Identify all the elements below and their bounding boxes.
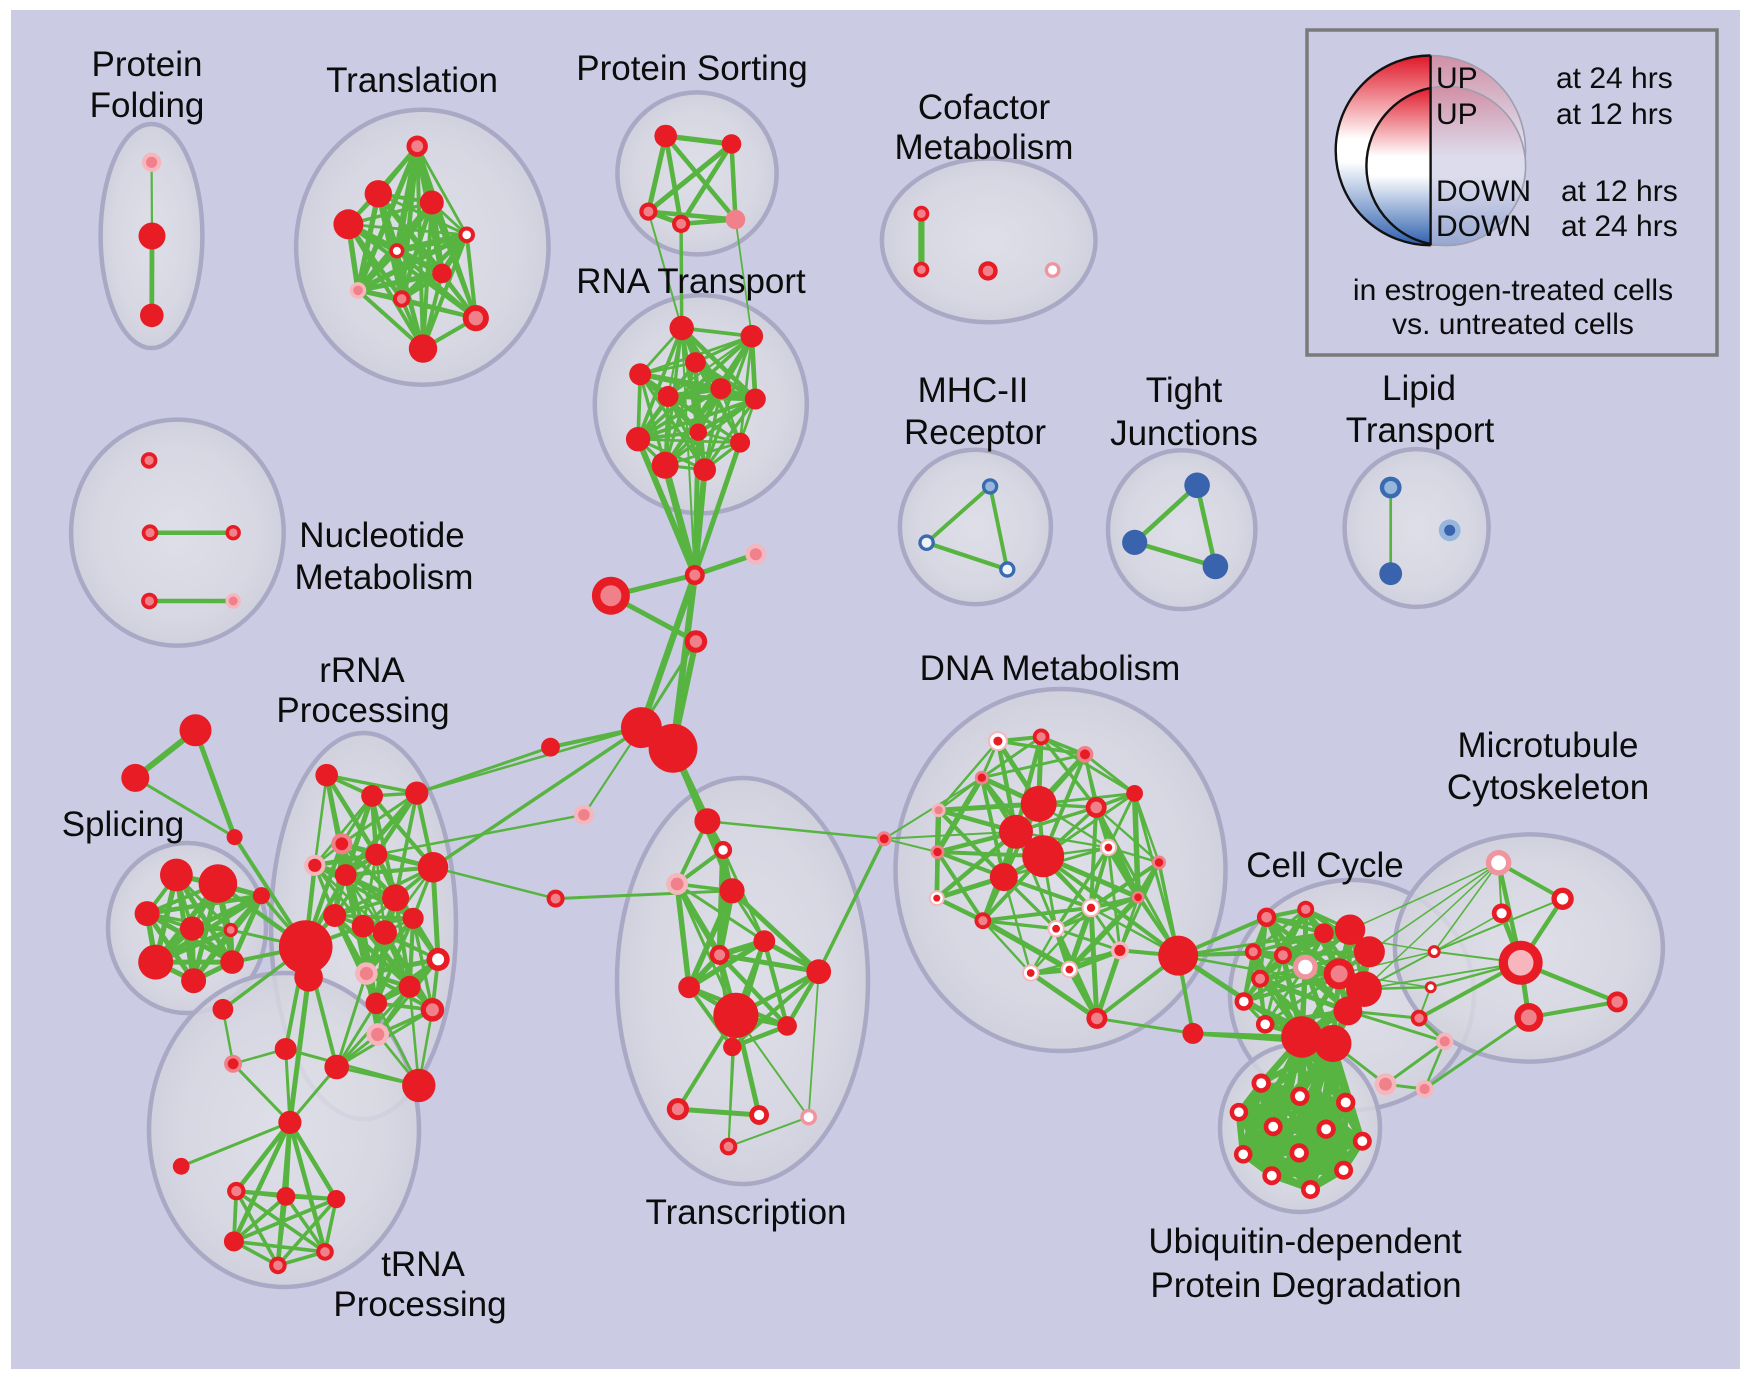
svg-text:at 12 hrs: at 12 hrs	[1556, 98, 1673, 131]
svg-text:Protein Degradation: Protein Degradation	[1150, 1266, 1461, 1305]
svg-text:Cell Cycle: Cell Cycle	[1246, 846, 1404, 885]
svg-text:Tight: Tight	[1146, 371, 1223, 410]
svg-text:Splicing: Splicing	[62, 805, 185, 844]
svg-text:Protein: Protein	[92, 45, 203, 84]
svg-text:Nucleotide: Nucleotide	[299, 516, 464, 555]
svg-text:in estrogen-treated cells: in estrogen-treated cells	[1353, 274, 1673, 307]
svg-text:Transport: Transport	[1346, 411, 1495, 450]
svg-text:Lipid: Lipid	[1382, 369, 1456, 408]
svg-text:vs. untreated cells: vs. untreated cells	[1392, 308, 1634, 341]
svg-text:at 24 hrs: at 24 hrs	[1561, 210, 1678, 243]
svg-text:Processing: Processing	[333, 1285, 506, 1324]
svg-text:Junctions: Junctions	[1110, 414, 1258, 453]
svg-text:DOWN: DOWN	[1436, 210, 1531, 243]
svg-text:DOWN: DOWN	[1436, 175, 1531, 208]
svg-text:Ubiquitin-dependent: Ubiquitin-dependent	[1148, 1222, 1462, 1261]
svg-text:Translation: Translation	[326, 61, 498, 100]
svg-text:Receptor: Receptor	[904, 413, 1046, 452]
svg-text:Metabolism: Metabolism	[895, 128, 1074, 167]
svg-text:Cytoskeleton: Cytoskeleton	[1447, 768, 1649, 807]
svg-text:tRNA: tRNA	[381, 1245, 465, 1284]
svg-text:Metabolism: Metabolism	[295, 558, 474, 597]
svg-text:MHC-II: MHC-II	[918, 371, 1029, 410]
svg-text:Cofactor: Cofactor	[918, 88, 1051, 127]
svg-text:DNA Metabolism: DNA Metabolism	[920, 649, 1181, 688]
svg-text:Processing: Processing	[276, 691, 449, 730]
svg-text:Microtubule: Microtubule	[1458, 726, 1639, 765]
svg-text:at 12 hrs: at 12 hrs	[1561, 175, 1678, 208]
svg-text:Folding: Folding	[90, 86, 205, 125]
svg-text:UP: UP	[1436, 98, 1478, 131]
svg-text:at 24 hrs: at 24 hrs	[1556, 62, 1673, 95]
svg-text:rRNA: rRNA	[319, 651, 405, 690]
svg-text:UP: UP	[1436, 62, 1478, 95]
svg-text:Protein Sorting: Protein Sorting	[576, 49, 808, 88]
svg-text:RNA Transport: RNA Transport	[576, 262, 806, 301]
svg-text:Transcription: Transcription	[646, 1193, 847, 1232]
